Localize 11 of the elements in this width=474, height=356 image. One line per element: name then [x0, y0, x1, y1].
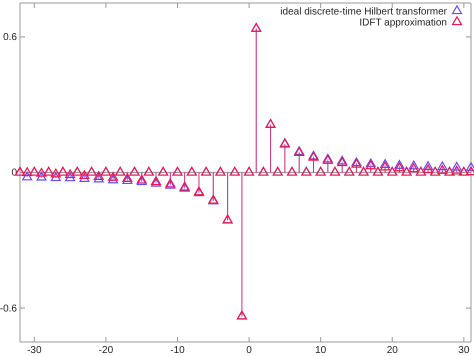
x-tick-label: 30: [458, 345, 470, 356]
x-tick-label: -10: [170, 345, 186, 356]
legend-label: IDFT approximation: [359, 18, 447, 28]
x-tick-label: -20: [98, 345, 114, 356]
y-tick-label: -0.6: [0, 303, 18, 314]
y-tick-label: 0.6: [3, 32, 18, 44]
x-tick-label: 0: [246, 345, 252, 356]
x-tick-label: -30: [27, 345, 42, 356]
x-tick-label: 20: [386, 345, 398, 356]
legend-label: ideal discrete-time Hilbert transformer: [280, 6, 448, 18]
x-tick-label: 10: [315, 345, 327, 356]
